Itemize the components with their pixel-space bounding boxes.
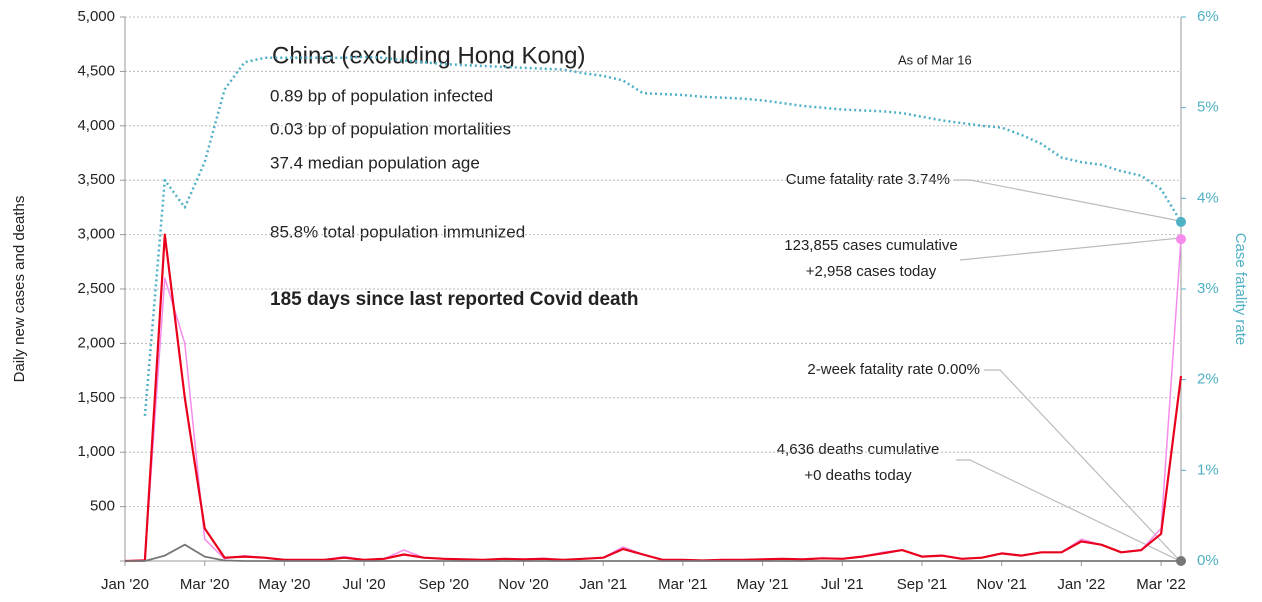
y-tick-label: 5,000 xyxy=(77,8,115,25)
annotation: 123,855 cases cumulative xyxy=(784,237,957,254)
series-line xyxy=(143,55,1183,417)
annotation: 85.8% total population immunized xyxy=(270,222,525,241)
x-tick-label: Sep '20 xyxy=(419,576,469,593)
annotation: Cume fatality rate 3.74% xyxy=(786,171,950,188)
x-tick-label: Jul '20 xyxy=(343,576,386,593)
y-tick-label: 4,000 xyxy=(77,117,115,134)
y-tick-label: 4,500 xyxy=(77,62,115,79)
y2-tick-label: 3% xyxy=(1197,280,1219,297)
x-tick-label: May '20 xyxy=(258,576,310,593)
x-tick-label: Mar '20 xyxy=(180,576,230,593)
annotation: 0.03 bp of population mortalities xyxy=(270,119,511,138)
leader-line xyxy=(984,369,1181,562)
series-line xyxy=(124,239,1182,562)
y-tick-label: 3,000 xyxy=(77,226,115,243)
annotation: +2,958 cases today xyxy=(806,263,937,280)
y2-tick-label: 0% xyxy=(1197,552,1219,569)
chart-title: China (excluding Hong Kong) xyxy=(272,42,586,69)
x-tick-label: Mar '21 xyxy=(658,576,708,593)
annotation: 4,636 deaths cumulative xyxy=(777,441,940,458)
y-tick-label: 500 xyxy=(90,498,115,515)
y-tick-label: 3,500 xyxy=(77,171,115,188)
annotation: As of Mar 16 xyxy=(898,52,972,67)
x-tick-label: Sep '21 xyxy=(897,576,947,593)
annotation: +0 deaths today xyxy=(804,467,912,484)
x-tick-label: Jul '21 xyxy=(821,576,864,593)
x-tick-label: Nov '21 xyxy=(976,576,1026,593)
y-tick-label: 1,500 xyxy=(77,389,115,406)
end-point xyxy=(1176,556,1186,566)
series-line xyxy=(124,233,1183,563)
y-tick-label: 2,500 xyxy=(77,280,115,297)
series-line xyxy=(125,543,1181,562)
x-tick-label: Mar '22 xyxy=(1136,576,1186,593)
end-point xyxy=(1176,216,1186,227)
y-tick-label: 1,000 xyxy=(77,443,115,460)
annotation: 185 days since last reported Covid death xyxy=(270,289,639,310)
x-tick-label: Jan '22 xyxy=(1057,576,1105,593)
annotation: 37.4 median population age xyxy=(270,153,480,172)
x-tick-label: Jan '21 xyxy=(579,576,627,593)
annotations: China (excluding Hong Kong) 0.89 bp of p… xyxy=(270,42,1181,562)
x-tick-label: Jan '20 xyxy=(101,576,149,593)
annotation: 0.89 bp of population infected xyxy=(270,86,493,105)
end-point xyxy=(1176,234,1186,245)
annotation: 2-week fatality rate 0.00% xyxy=(807,361,980,378)
y2-tick-label: 2% xyxy=(1197,371,1219,388)
leader-line xyxy=(956,459,1181,562)
y2-tick-label: 1% xyxy=(1197,461,1219,478)
leader-line xyxy=(954,179,1181,222)
y-axis-label: Daily new cases and deaths xyxy=(11,196,28,383)
y2-tick-label: 6% xyxy=(1197,8,1219,25)
y2-tick-label: 4% xyxy=(1197,189,1219,206)
y2-axis-label: Case fatality rate xyxy=(1232,233,1249,346)
y-tick-label: 2,000 xyxy=(77,334,115,351)
y2-tick-label: 5% xyxy=(1197,99,1219,116)
leader-line xyxy=(959,237,1181,261)
x-tick-label: Nov '20 xyxy=(498,576,548,593)
x-tick-label: May '21 xyxy=(737,576,789,593)
